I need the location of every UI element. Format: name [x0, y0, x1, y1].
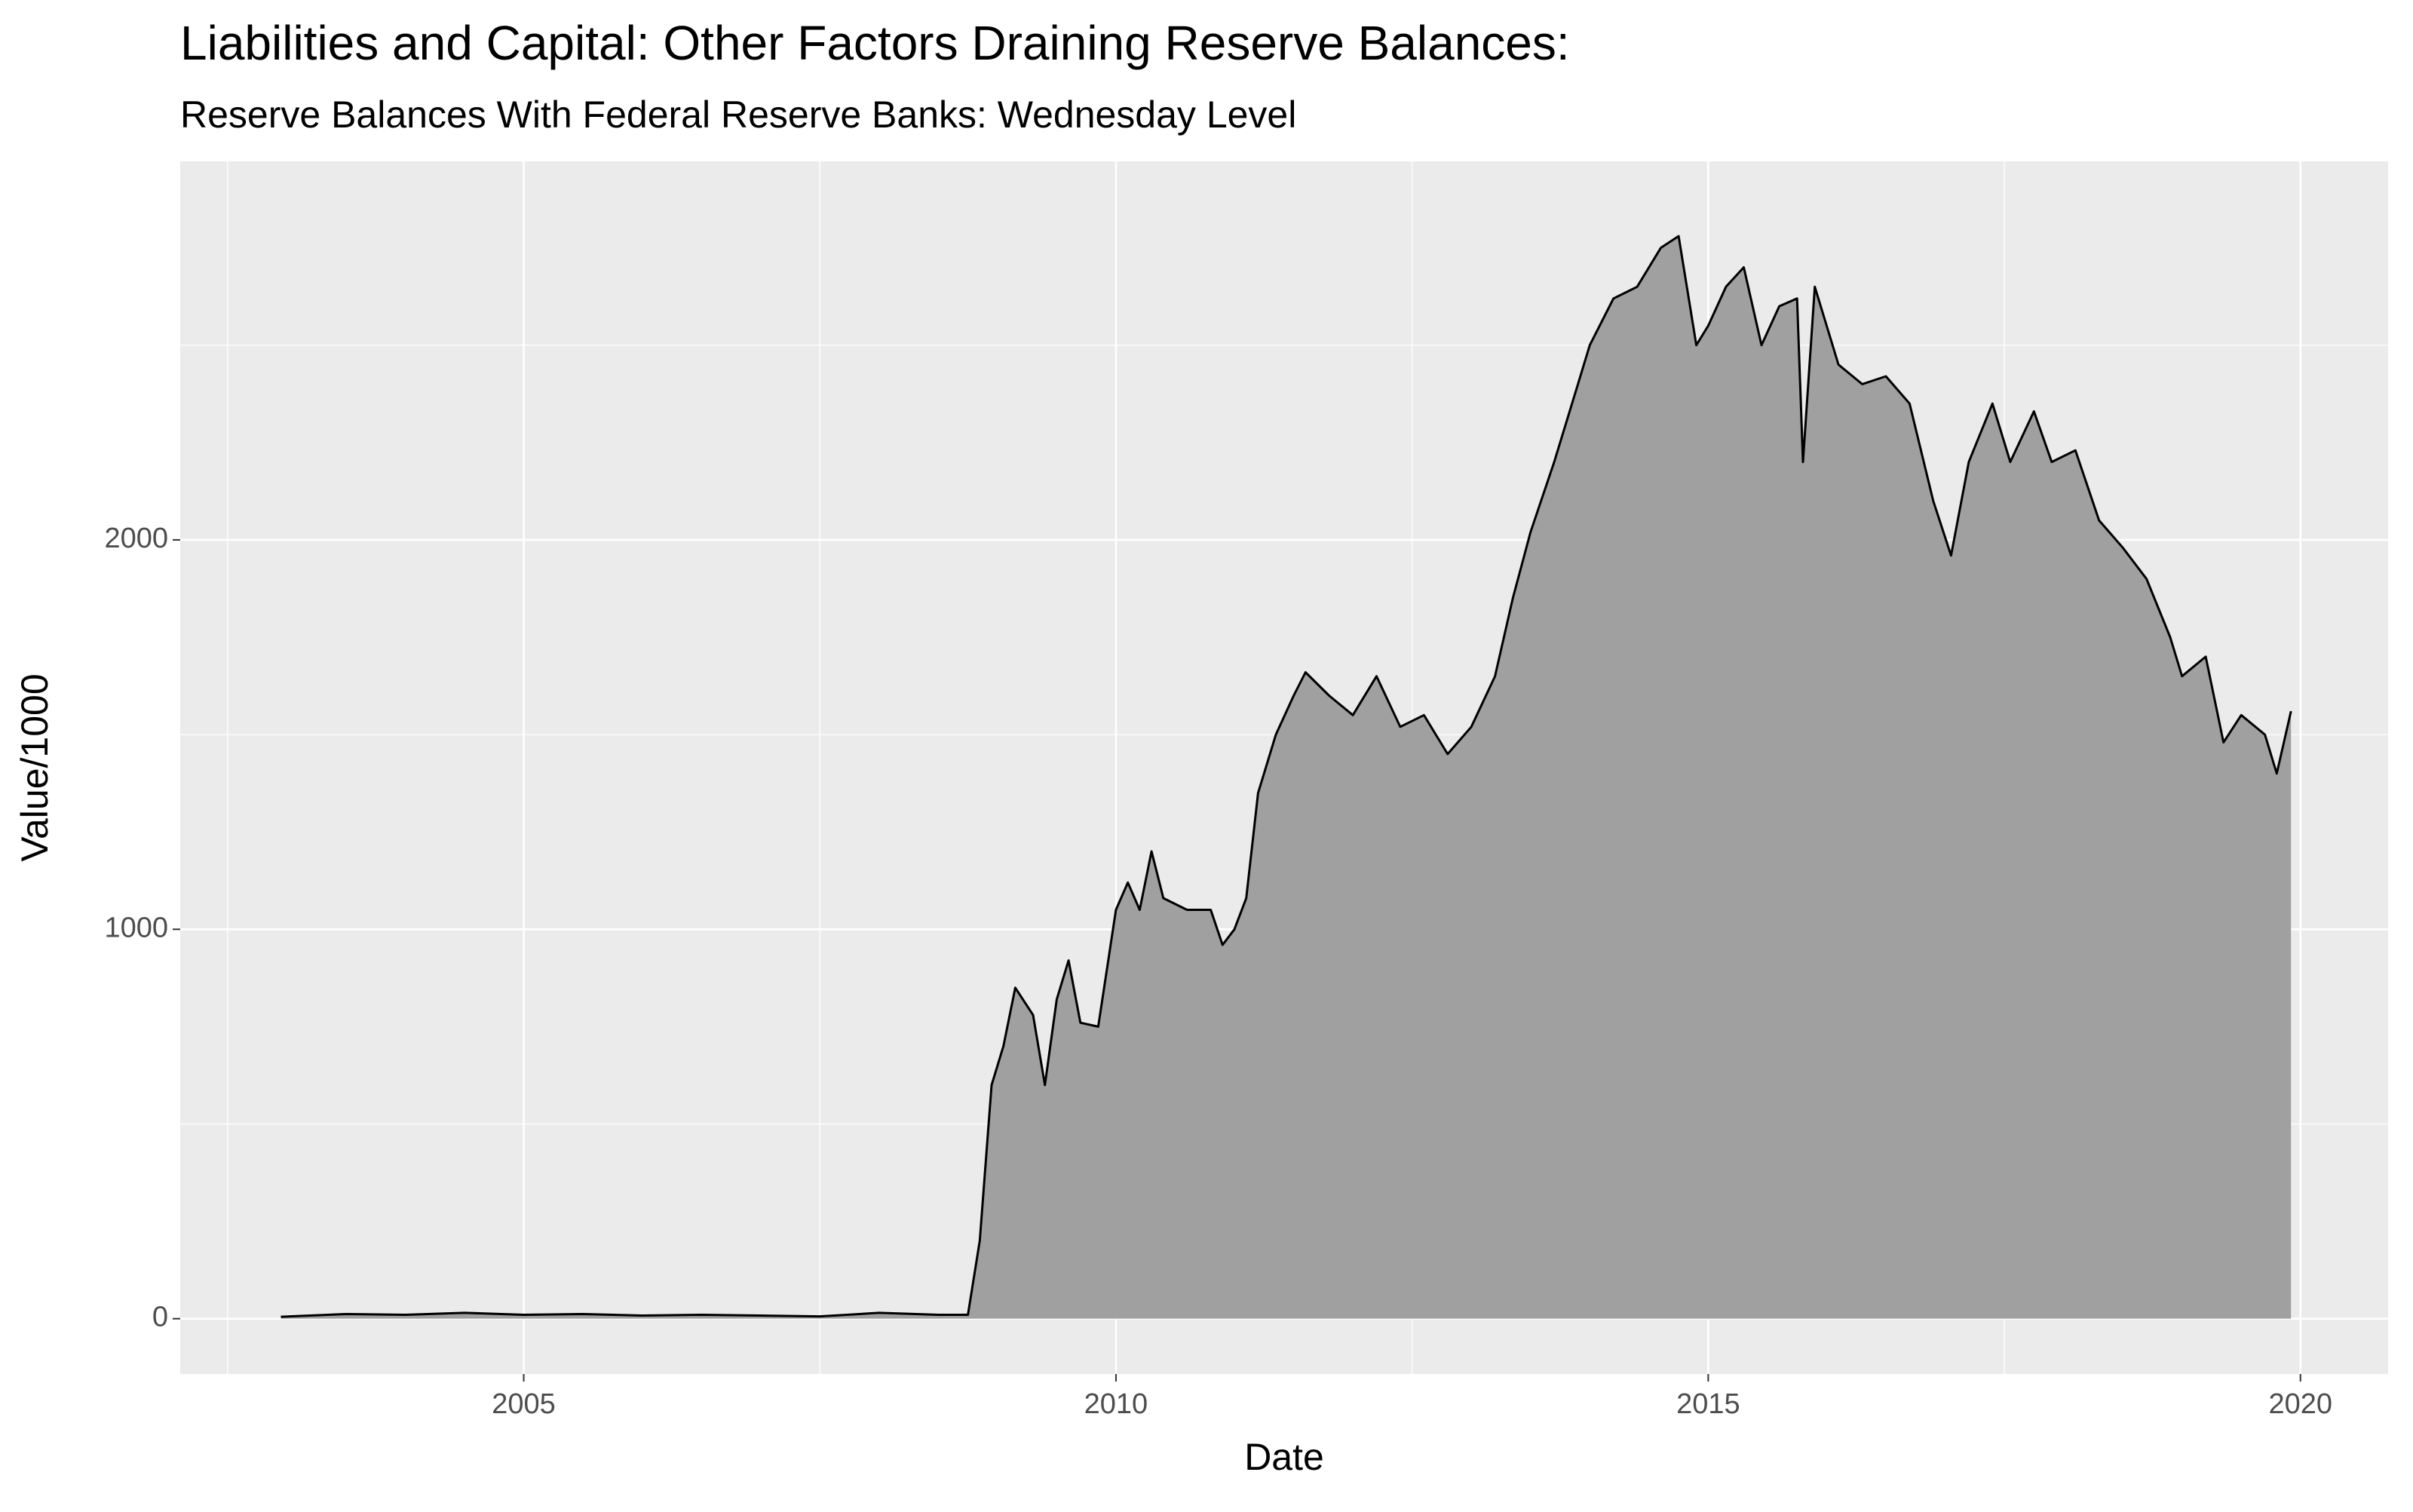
chart-title: Liabilities and Capital: Other Factors D…: [180, 16, 1570, 70]
line: [281, 235, 2292, 1318]
x-tick-label: 2020: [2268, 1388, 2332, 1420]
y-axis-title: Value/1000: [14, 673, 56, 861]
y-tick-label: 1000: [104, 912, 168, 943]
y-tick-label: 0: [152, 1302, 168, 1333]
chart-subtitle: Reserve Balances With Federal Reserve Ba…: [180, 94, 1296, 136]
x-tick-label: 2005: [492, 1388, 556, 1420]
x-tick-label: 2010: [1084, 1388, 1148, 1420]
area: [281, 236, 2292, 1319]
y-tick-label: 2000: [104, 523, 168, 554]
x-axis-title: Date: [1244, 1436, 1324, 1478]
x-tick-label: 2015: [1676, 1388, 1740, 1420]
